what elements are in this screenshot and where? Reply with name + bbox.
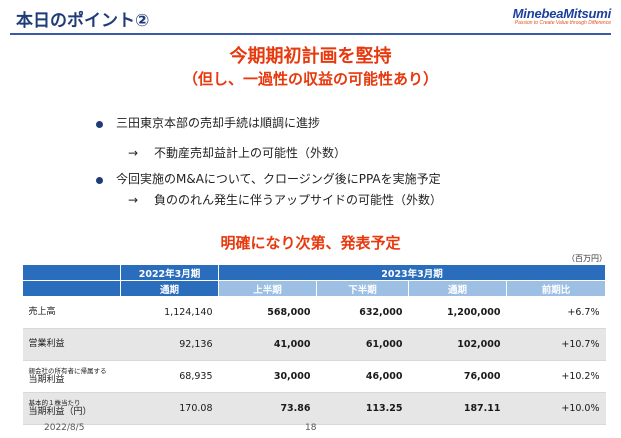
arrow-icon: → <box>128 193 139 207</box>
headline-announcement: 明確になり次第、発表予定 <box>220 234 401 252</box>
subheader-prev-full: 通期 <box>120 280 219 297</box>
cell-h2: 61,000 <box>316 328 409 361</box>
row-label-main: 当期利益 <box>28 375 65 385</box>
bullet-2-text: 今回実施のM&Aについて、クロージング後にPPAを実施予定 <box>116 172 441 186</box>
headline-note: （但し、一過性の収益の可能性あり） <box>182 70 438 88</box>
bullet-dot-2 <box>96 177 103 184</box>
cell-h1: 41,000 <box>218 328 317 361</box>
forecast-table: 2022年3月期 2023年3月期 通期 上半期 下半期 通期 前期比 売上高 … <box>22 264 606 425</box>
subheader-full: 通期 <box>408 280 507 297</box>
table-row: 営業利益 92,136 41,000 61,000 102,000 +10.7% <box>22 328 606 361</box>
logo-tagline: Passion to Create Value through Differen… <box>514 20 611 26</box>
header-blank <box>22 264 121 281</box>
arrow-icon: → <box>128 146 139 160</box>
cell-h1: 30,000 <box>218 360 317 393</box>
unit-label: （百万円） <box>567 254 607 263</box>
page-number: 18 <box>305 423 317 433</box>
cell-prev: 170.08 <box>120 392 219 425</box>
row-label: 親会社の所有者に帰属する 当期利益 <box>22 360 121 393</box>
cell-h1: 568,000 <box>218 296 317 329</box>
cell-full: 1,200,000 <box>408 296 507 329</box>
header-prev-period: 2022年3月期 <box>120 264 219 281</box>
row-label: 営業利益 <box>22 328 121 361</box>
header-curr-period: 2023年3月期 <box>218 264 606 281</box>
bullet-2-sub-text: 負ののれん発生に伴うアップサイドの可能性（外数） <box>154 193 443 207</box>
row-label-main: 当期利益（円） <box>28 407 92 417</box>
headline-primary: 今期期初計画を堅持 <box>229 46 392 67</box>
bullet-1-sub: → 不動産売却益計上の可能性（外数） <box>128 144 346 161</box>
subheader-h2: 下半期 <box>316 280 409 297</box>
company-logo: MinebeaMitsumi Passion to Create Value t… <box>512 6 612 26</box>
cell-yoy: +10.7% <box>506 328 606 361</box>
cell-prev: 92,136 <box>120 328 219 361</box>
table-row: 親会社の所有者に帰属する 当期利益 68,935 30,000 46,000 7… <box>22 360 606 393</box>
cell-yoy: +6.7% <box>506 296 606 329</box>
cell-h1: 73.86 <box>218 392 317 425</box>
logo-text: MinebeaMitsumi <box>512 6 612 21</box>
header-blank-2 <box>22 280 121 297</box>
cell-h2: 46,000 <box>316 360 409 393</box>
cell-prev: 1,124,140 <box>120 296 219 329</box>
row-label-note: 基本的１株当たり <box>28 399 81 407</box>
table-row: 売上高 1,124,140 568,000 632,000 1,200,000 … <box>22 296 606 329</box>
row-label: 基本的１株当たり 当期利益（円） <box>22 392 121 425</box>
cell-full: 76,000 <box>408 360 507 393</box>
cell-yoy: +10.2% <box>506 360 606 393</box>
slide-title: 本日のポイント② <box>16 11 150 31</box>
cell-yoy: +10.0% <box>506 392 606 425</box>
cell-h2: 113.25 <box>316 392 409 425</box>
bullet-dot-1 <box>96 121 103 128</box>
row-label-note: 親会社の所有者に帰属する <box>28 367 107 375</box>
title-divider <box>10 33 611 35</box>
footer-date: 2022/8/5 <box>44 423 85 433</box>
cell-h2: 632,000 <box>316 296 409 329</box>
row-label: 売上高 <box>22 296 121 329</box>
bullet-1-text: 三田東京本部の売却手続は順調に進捗 <box>116 116 321 130</box>
subheader-yoy: 前期比 <box>506 280 606 297</box>
subheader-h1: 上半期 <box>218 280 317 297</box>
bullet-2-sub: → 負ののれん発生に伴うアップサイドの可能性（外数） <box>128 191 442 208</box>
cell-full: 102,000 <box>408 328 507 361</box>
cell-full: 187.11 <box>408 392 507 425</box>
cell-prev: 68,935 <box>120 360 219 393</box>
table-row: 基本的１株当たり 当期利益（円） 170.08 73.86 113.25 187… <box>22 392 606 425</box>
bullet-1-sub-text: 不動産売却益計上の可能性（外数） <box>154 146 347 160</box>
